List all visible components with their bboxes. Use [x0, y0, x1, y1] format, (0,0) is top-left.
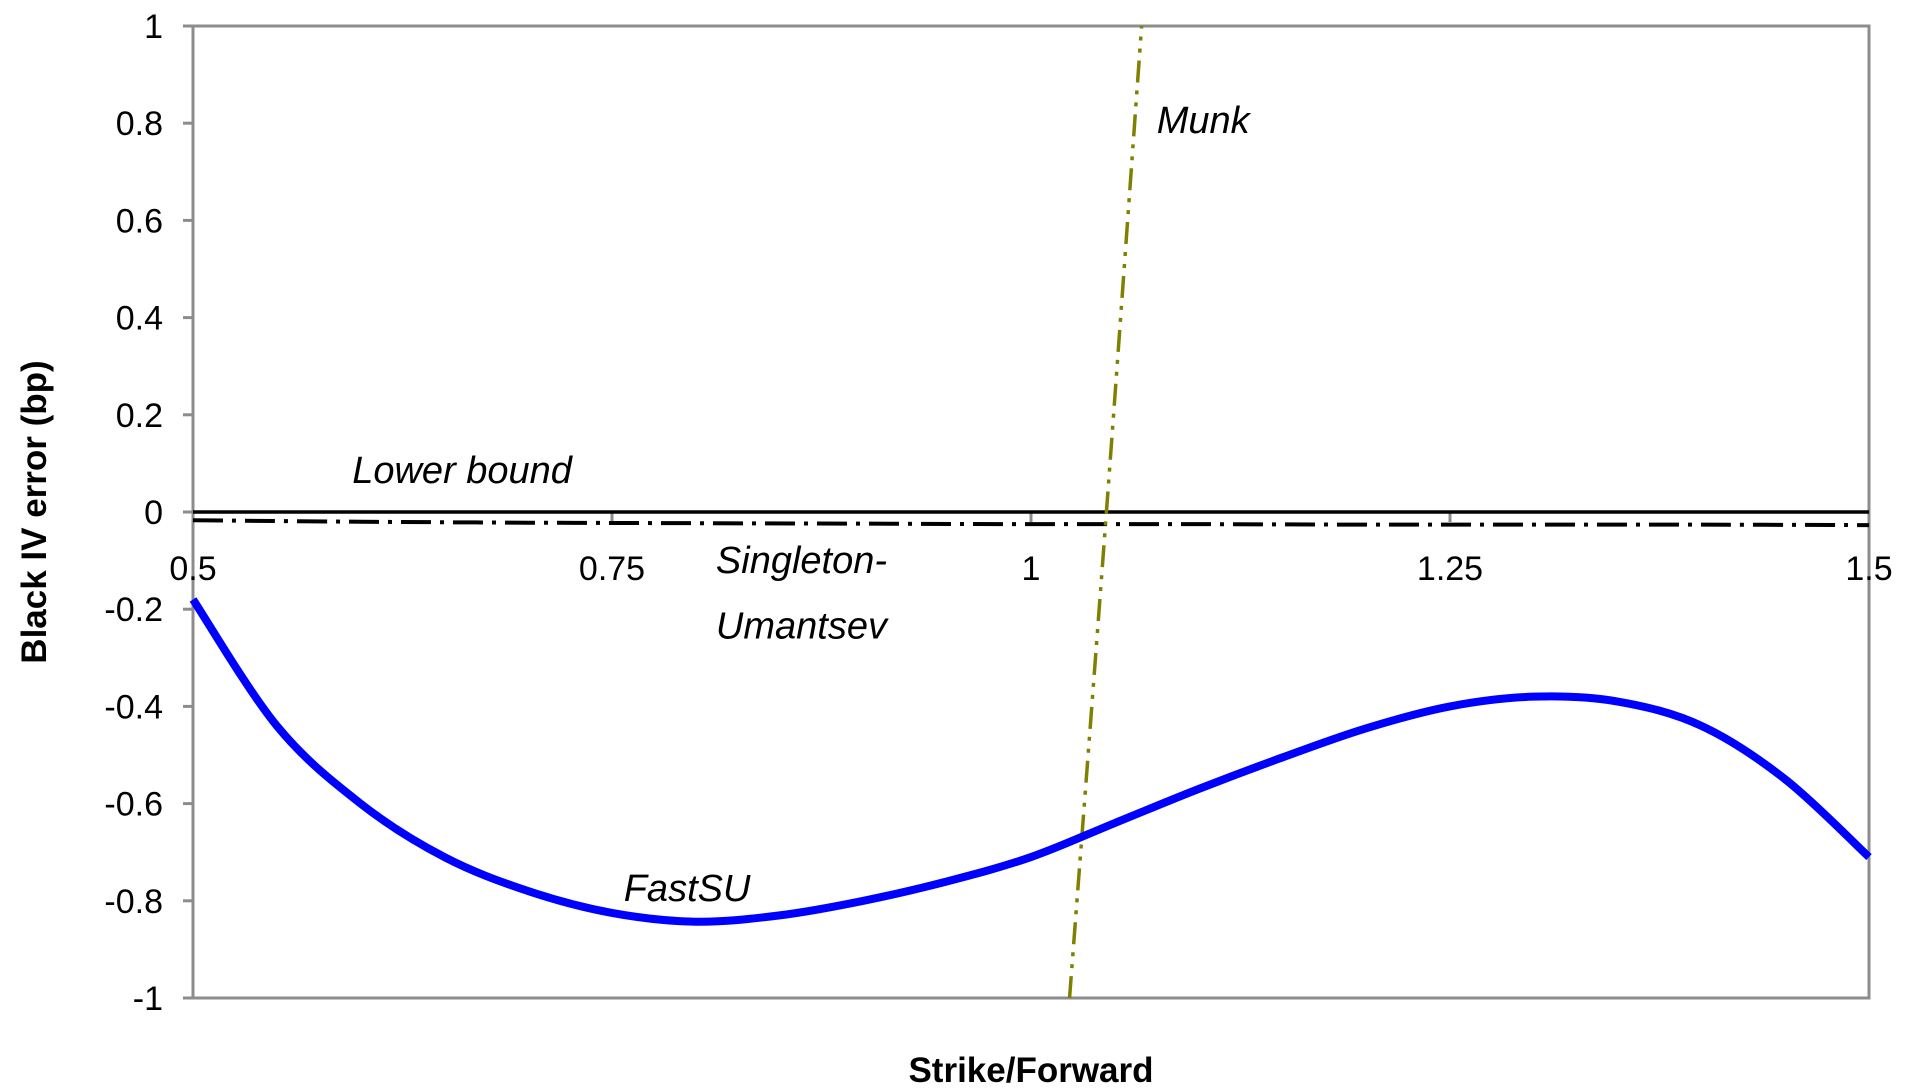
series-layer: [189, 25, 1872, 999]
annotation-singleton: Singleton-: [716, 540, 887, 582]
annotation-umantsev: Umantsev: [716, 605, 889, 647]
x-axis-title: Strike/Forward: [908, 1051, 1153, 1088]
y-tick-label: -0.8: [104, 883, 163, 921]
annotation-lower-bound: Lower bound: [352, 450, 574, 492]
x-tick-label: 0.75: [579, 550, 645, 588]
y-tick-label: 0.2: [116, 397, 163, 435]
annotation-munk: Munk: [1157, 100, 1252, 142]
y-axis-title: Black IV error (bp): [15, 360, 54, 663]
y-tick-label: 0: [144, 494, 163, 532]
y-tick-label: 0.4: [116, 300, 163, 338]
y-tick-label: 1: [144, 8, 163, 46]
series-line-singleton-umantsev: [192, 518, 1870, 528]
series-line-munk: [1067, 25, 1144, 999]
x-tick-label: 1.5: [1845, 550, 1892, 588]
x-tick-label: 0.5: [169, 550, 216, 588]
annotation-layer: Lower bound Munk Singleton- Umantsev FastSU: [352, 100, 1251, 910]
annotation-fastsu: FastSU: [624, 868, 751, 910]
y-tick-label: -1: [133, 980, 163, 1018]
x-tick-label: 1.25: [1417, 550, 1483, 588]
y-axis: 1 0.8 0.6 0.4 0.2 0 -0.2 -0.4 -0.6 -0.8 -1: [104, 8, 195, 1018]
y-tick-label: 0.8: [116, 105, 163, 143]
x-tick-label: 1: [1022, 550, 1041, 588]
y-tick-label: -0.6: [104, 786, 163, 824]
y-tick-label: -0.2: [104, 591, 163, 629]
y-tick-label: -0.4: [104, 688, 163, 726]
series-line-fastsu: [189, 597, 1872, 926]
y-tick-label: 0.6: [116, 202, 163, 240]
